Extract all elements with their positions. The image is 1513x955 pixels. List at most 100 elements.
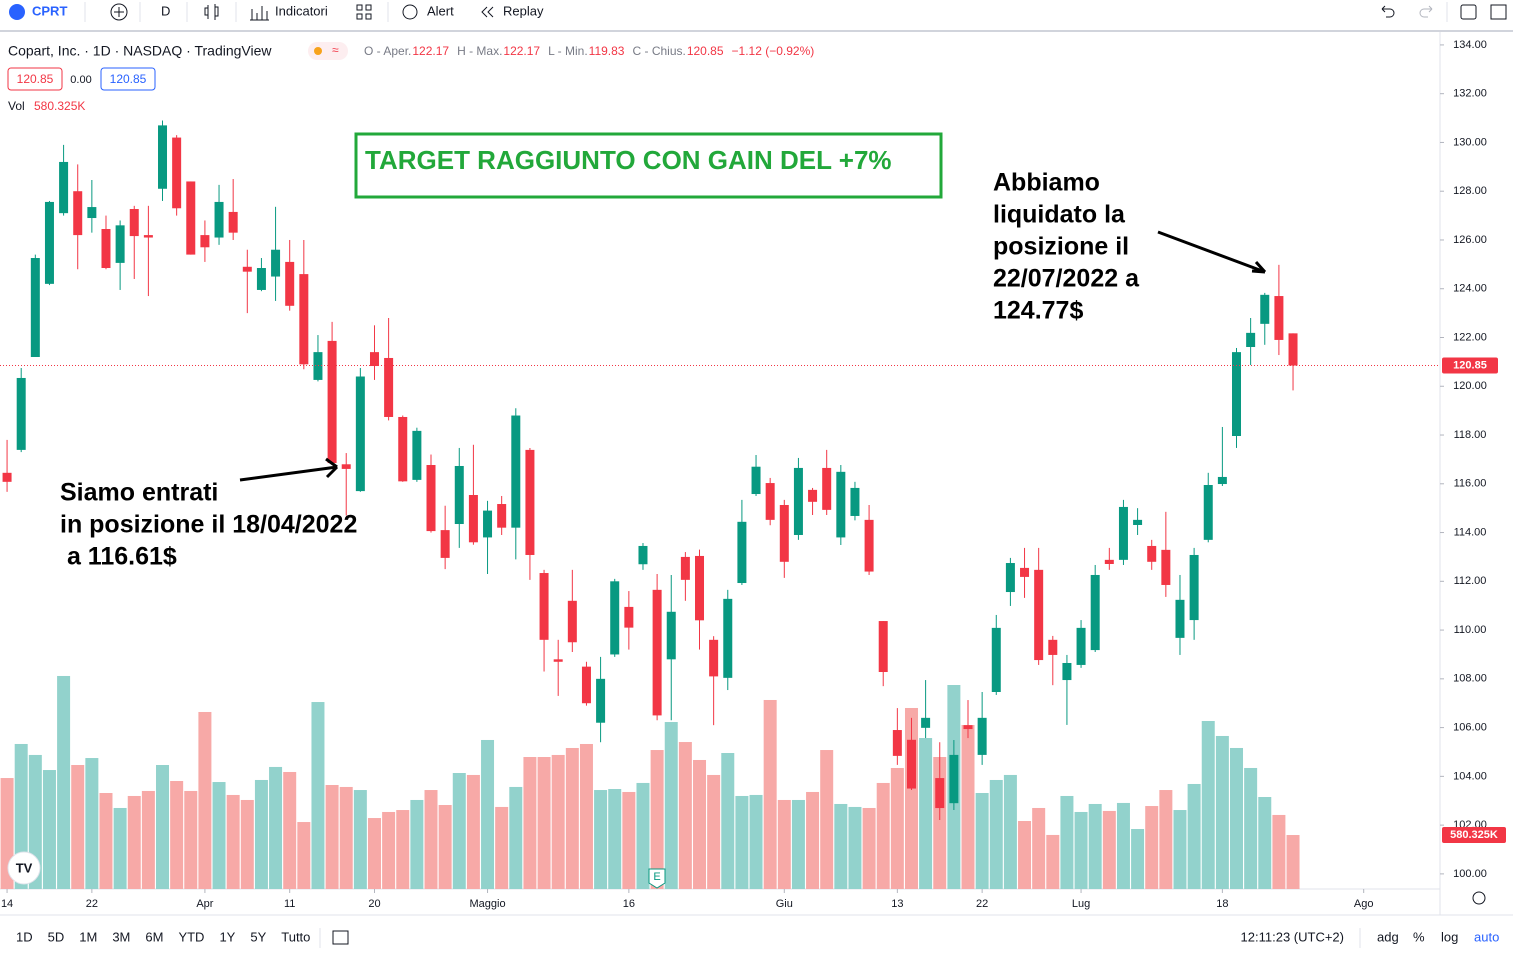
candle-body [228, 211, 238, 233]
range-button[interactable]: 5D [48, 929, 65, 944]
candle-body [850, 487, 860, 516]
volume-bar [1060, 795, 1074, 889]
range-button[interactable]: 6M [145, 929, 163, 944]
candle-body [73, 191, 83, 236]
volume-bar [240, 799, 254, 889]
candle-body [977, 717, 987, 755]
volume-bar [636, 782, 650, 889]
undo-button[interactable] [1381, 5, 1395, 18]
candle-body [59, 161, 69, 214]
volume-bar [1187, 783, 1201, 889]
volume-bar [622, 791, 636, 889]
layout-button[interactable] [356, 4, 372, 20]
volume-bar [1003, 774, 1017, 889]
x-tick-label: 11 [284, 898, 295, 910]
range-button[interactable]: YTD [178, 929, 204, 944]
scale-option[interactable]: auto [1474, 929, 1499, 944]
volume-bar [1173, 810, 1187, 889]
x-tick-label: Maggio [469, 898, 505, 910]
interval-button[interactable]: D [161, 3, 170, 18]
bid-badge[interactable] [7, 67, 63, 91]
candle-body [1020, 567, 1030, 577]
volume-bar [735, 795, 749, 889]
x-tick-label: Apr [196, 898, 213, 910]
bid-price: 120.85 [17, 72, 54, 86]
volume-bar [608, 789, 622, 889]
entry-note: in posizione il 18/04/2022 [60, 511, 357, 539]
legend-title: Copart, Inc. · 1D · NASDAQ · TradingView [8, 43, 272, 59]
y-tick-label: 124.00 [1453, 283, 1487, 295]
candle-body [1217, 476, 1227, 485]
range-button[interactable]: 1Y [219, 929, 235, 944]
symbol-button[interactable]: CPRT [32, 3, 67, 18]
candle-body [963, 725, 973, 730]
volume-bar [113, 807, 127, 889]
y-tick-label: 126.00 [1453, 234, 1487, 246]
alert-icon [402, 4, 418, 20]
indicators-button[interactable]: Indicatori [275, 3, 328, 18]
volume-bar [1131, 829, 1145, 889]
range-button[interactable]: 5Y [250, 929, 266, 944]
redo-button[interactable] [1419, 5, 1433, 18]
candle-body [256, 268, 266, 290]
plot-layer: 100.00102.00104.00106.00108.00110.00112.… [0, 39, 1506, 910]
compare-button[interactable] [110, 3, 128, 21]
y-tick-label: 110.00 [1454, 624, 1487, 636]
volume-bar [367, 818, 381, 889]
y-tick-label: 128.00 [1453, 185, 1487, 197]
settings-button[interactable] [1472, 891, 1486, 905]
ohlc-label: H - Max. [457, 44, 502, 58]
volume-bar [99, 793, 113, 889]
volume-bar [141, 790, 155, 889]
range-button[interactable]: 1M [79, 929, 97, 944]
scale-option[interactable]: log [1441, 929, 1458, 944]
volume-bar [212, 782, 226, 889]
candle-body [468, 494, 478, 543]
range-button[interactable]: Tutto [281, 929, 310, 944]
candle-body [1260, 294, 1270, 324]
range-button[interactable]: 1D [16, 929, 33, 944]
candle-body [1090, 574, 1100, 651]
fullscreen-button[interactable] [1460, 4, 1477, 20]
last-volume-badge [1442, 827, 1506, 844]
candle-body [695, 555, 705, 621]
date-range-button[interactable] [332, 930, 349, 945]
volume-bar [678, 742, 692, 889]
scale-option[interactable]: adg [1377, 929, 1399, 944]
alert-button[interactable]: Alert [427, 3, 454, 18]
x-tick-label: 22 [976, 898, 988, 910]
earnings-marker[interactable]: E [648, 868, 666, 889]
volume-bar [269, 766, 283, 889]
candle-body [101, 229, 111, 269]
volume-bar [1145, 806, 1159, 889]
chart-type-button[interactable] [204, 4, 219, 20]
candle-body [539, 573, 549, 640]
scale-option[interactable]: % [1413, 929, 1425, 944]
indicators-icon [250, 6, 269, 21]
target-box [354, 132, 943, 199]
ohlc-value: 120.85 [687, 44, 724, 58]
y-tick-label: 120.00 [1453, 380, 1487, 392]
candle-body [341, 464, 351, 469]
volume-bar [806, 791, 820, 889]
replay-button[interactable]: Replay [503, 3, 544, 18]
volume-bar [650, 750, 664, 889]
candle-body [483, 510, 493, 538]
target-text: TARGET RAGGIUNTO CON GAIN DEL +7% [365, 145, 892, 175]
snapshot-button[interactable] [1490, 4, 1507, 20]
volume-bar [876, 782, 890, 889]
candle-body [581, 666, 591, 704]
ask-badge[interactable] [100, 67, 156, 91]
volume-bar [721, 753, 735, 889]
volume-bar [311, 702, 325, 889]
candle-body [412, 430, 422, 480]
volume-bar [1088, 803, 1102, 889]
volume-bar [254, 779, 268, 889]
range-button[interactable]: 3M [112, 929, 130, 944]
candle-body [723, 598, 733, 678]
entry-arrow [239, 457, 339, 482]
candle-body [1034, 569, 1044, 661]
volume-bar [1046, 834, 1060, 889]
candle-body [1189, 554, 1199, 621]
status-badge [308, 42, 348, 60]
